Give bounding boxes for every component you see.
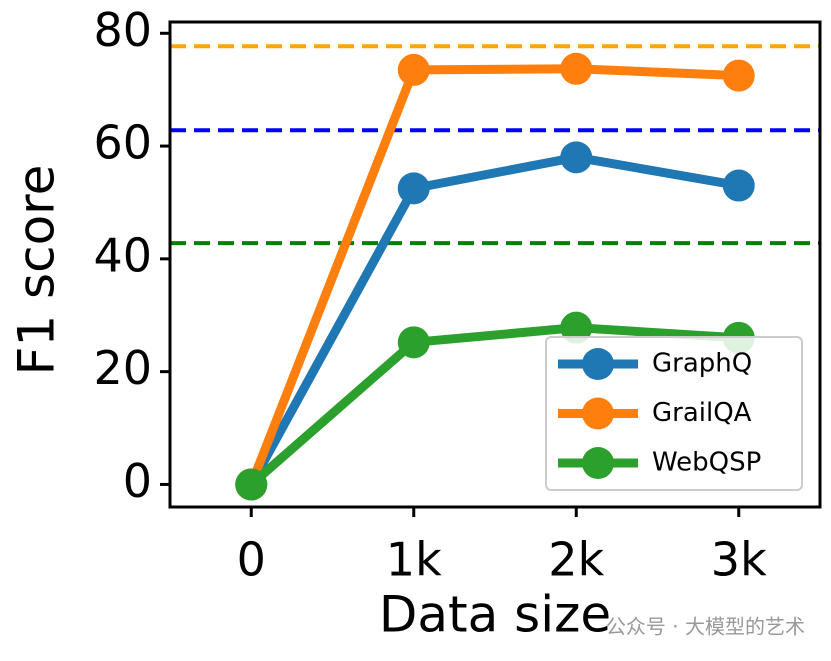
series-line [247, 64, 739, 487]
y-tick-label: 40 [93, 228, 152, 282]
plot-frame [168, 20, 822, 509]
y-tick-label: 60 [93, 116, 152, 170]
y-tick-label: 0 [123, 454, 152, 508]
marker [722, 59, 755, 92]
marker [397, 326, 430, 359]
legend-label: GrailQA [652, 398, 752, 428]
y-tick-label: 20 [93, 341, 152, 395]
y-axis-label: F1 score [8, 165, 66, 376]
legend-marker [582, 348, 614, 380]
marker [560, 52, 593, 85]
watermark: 公众号 · 大模型的艺术 [606, 615, 805, 639]
x-tick-label: 1k [386, 533, 442, 587]
marker [560, 311, 593, 344]
x-axis-label: Data size [379, 586, 611, 644]
x-tick-label: 3k [711, 533, 767, 587]
legend-marker [582, 447, 614, 479]
x-tick-label: 2k [548, 533, 604, 587]
legend-marker [582, 397, 614, 430]
marker [397, 172, 430, 205]
legend-label: GraphQ [652, 349, 752, 379]
marker [397, 53, 430, 86]
x-tick-label: 0 [237, 533, 266, 587]
series-line [247, 152, 740, 487]
y-tick-label: 80 [93, 3, 152, 57]
legend-label: WebQSP [652, 448, 761, 478]
series-line [248, 323, 740, 488]
marker [235, 468, 268, 501]
marker [722, 169, 755, 202]
legend-box [545, 336, 803, 491]
marker [560, 141, 593, 174]
